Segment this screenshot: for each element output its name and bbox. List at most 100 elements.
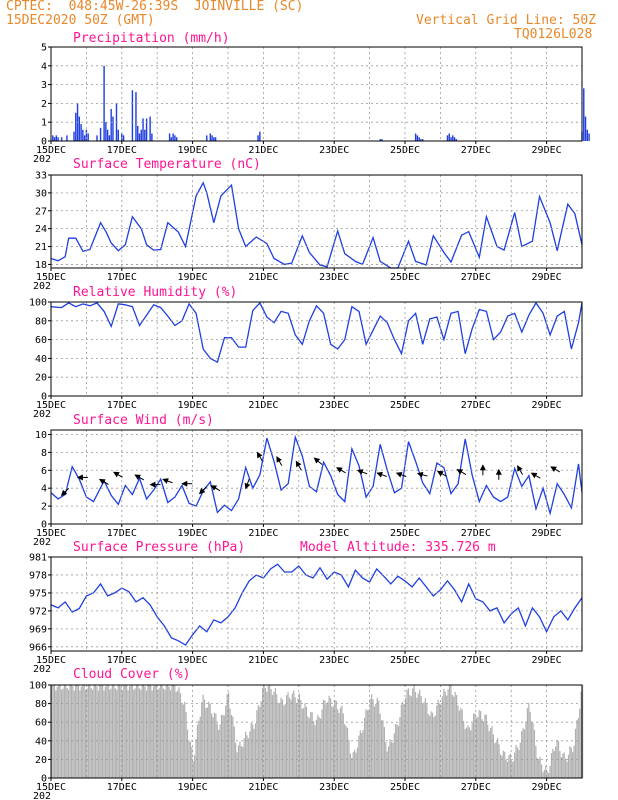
cloud-bar — [511, 761, 513, 778]
cloud-bar — [305, 706, 308, 778]
cloud-bar — [368, 709, 370, 778]
cloud-bar — [322, 699, 325, 778]
cloud-bar — [242, 747, 244, 778]
y-tick-label: 978 — [29, 570, 47, 581]
x-tick-label: 23DEC — [319, 655, 349, 666]
cloud-bar — [576, 720, 578, 778]
cloud-bar — [454, 692, 456, 778]
cloud-bar — [235, 742, 237, 778]
cloud-bar — [539, 756, 541, 778]
precip-bar — [420, 139, 422, 141]
cloud-bar — [372, 699, 374, 778]
cloud-bar — [579, 708, 581, 778]
cloud-bar — [335, 700, 337, 778]
wind-arrow — [244, 478, 251, 490]
cloud-bar — [222, 715, 224, 778]
y-tick-label: 8 — [41, 448, 47, 459]
cloud-bar — [378, 700, 380, 778]
precip-bar — [145, 118, 148, 141]
x-tick-label: 17DEC — [107, 528, 137, 539]
cloud-bar — [89, 685, 91, 778]
precip-bar — [416, 135, 419, 141]
cloud-bar — [174, 685, 176, 778]
cloud-bar — [379, 713, 381, 778]
cloud-bar — [526, 708, 528, 778]
cloud-bar — [243, 738, 245, 778]
cloud-bar — [198, 720, 200, 778]
cloud-bar — [311, 712, 313, 778]
cloud-bar — [75, 685, 77, 778]
cloud-bar — [203, 699, 206, 778]
cloud-bar — [362, 730, 364, 778]
cloud-bar — [151, 690, 153, 778]
cloud-bar — [82, 685, 84, 778]
y-tick-label: 972 — [29, 606, 47, 617]
cloud-bar — [342, 713, 344, 778]
cloud-bar — [58, 685, 60, 778]
cloud-bar — [478, 710, 480, 778]
cloud-bar — [56, 686, 58, 778]
temp-series-line — [50, 181, 583, 269]
cloud-bar — [310, 712, 312, 778]
precip-bar — [108, 135, 111, 141]
cloud-bar — [315, 719, 317, 778]
cloud-bar — [94, 685, 97, 778]
cloud-title: Cloud Cover (%) — [73, 667, 190, 682]
x-tick-label: 17DEC — [107, 655, 137, 666]
cloud-bar — [135, 685, 138, 778]
y-tick-label: 6 — [41, 466, 47, 477]
cloud-bar — [506, 761, 509, 778]
cloud-bar — [339, 707, 342, 778]
header-model-code: TQ0126L028 — [514, 27, 593, 42]
cloud-bar — [321, 709, 323, 778]
x-tick-label: 17DEC — [107, 782, 137, 793]
cloud-bar — [250, 722, 252, 778]
cloud-bar — [463, 720, 465, 778]
cloud-bar — [365, 709, 367, 778]
cloud-bar — [555, 746, 557, 778]
y-tick-label: 3 — [41, 80, 47, 91]
precip-bar — [259, 131, 261, 141]
cloud-bar — [278, 702, 281, 778]
cloud-bar — [99, 685, 101, 778]
cloud-bar — [162, 688, 165, 778]
x-tick-label: 15DEC — [36, 782, 66, 793]
cloud-bar — [471, 723, 473, 778]
cloud-bar — [293, 690, 295, 778]
wind-arrow — [550, 466, 561, 473]
wind-arrow — [60, 487, 70, 497]
cloud-bar — [249, 731, 251, 778]
cloud-bar — [86, 688, 88, 778]
precip-bar — [82, 129, 84, 141]
cloud-bar — [320, 718, 322, 778]
precip-bar — [117, 129, 119, 141]
cloud-bar — [226, 694, 228, 778]
cloud-bar — [277, 703, 279, 778]
cloud-bar — [328, 695, 330, 778]
cloud-bar — [382, 720, 384, 778]
cloud-bar — [225, 705, 227, 778]
cloud-bar — [474, 713, 476, 778]
cloud-bar — [393, 733, 395, 778]
cloud-bar — [206, 707, 208, 778]
cloud-bar — [283, 705, 285, 778]
wind-arrow — [256, 451, 263, 462]
x-tick-label: 29DEC — [532, 272, 562, 283]
cloud-bar — [246, 735, 248, 778]
cloud-bar — [303, 708, 305, 778]
cloud-bar — [498, 744, 500, 778]
cloud-bar — [177, 690, 179, 778]
cloud-bar — [191, 746, 193, 778]
cloud-bar — [437, 699, 439, 778]
cloud-bar — [211, 713, 213, 778]
cloud-bar — [580, 691, 582, 778]
x-tick-label: 27DEC — [461, 272, 491, 283]
plot-frame — [50, 684, 583, 779]
x-tick-label: 21DEC — [248, 528, 278, 539]
precip-bar — [55, 135, 58, 141]
y-tick-label: 4 — [41, 484, 47, 495]
cloud-bar — [485, 714, 487, 778]
y-tick-label: 0 — [41, 392, 47, 403]
cloud-bar — [405, 697, 407, 778]
